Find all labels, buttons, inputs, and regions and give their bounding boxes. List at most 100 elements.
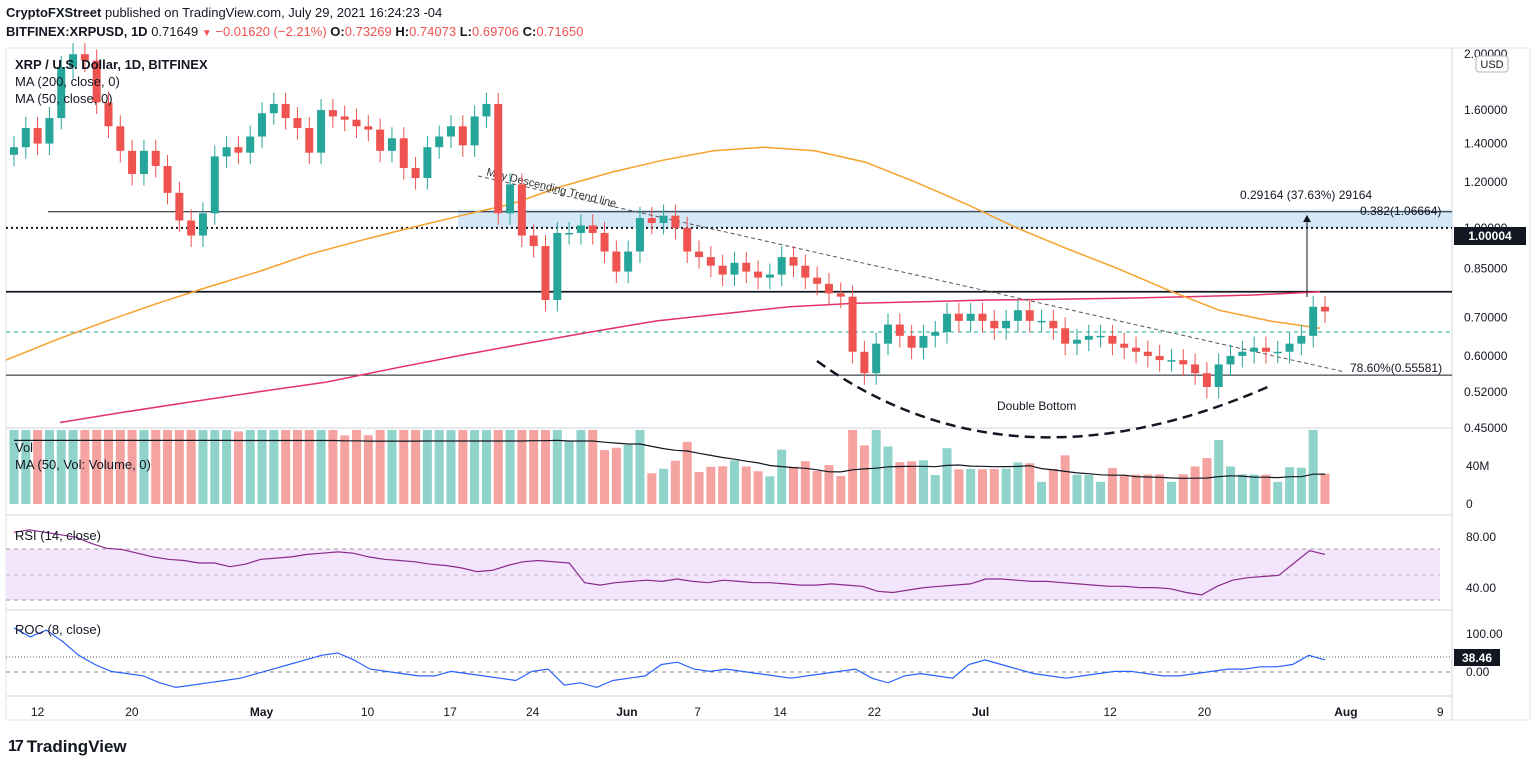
time-tick: 20 xyxy=(125,705,139,719)
level-lines xyxy=(6,211,1452,376)
volume-bar xyxy=(1261,474,1271,504)
candle-body xyxy=(210,156,219,214)
volume-bar xyxy=(552,430,562,504)
ohlc-line: BITFINEX:XRPUSD, 1D 0.71649 ▼ −0.01620 (… xyxy=(6,24,583,39)
candle-body xyxy=(1191,364,1200,374)
candle-body xyxy=(919,335,928,348)
volume-bar xyxy=(33,430,43,504)
volume-bar xyxy=(21,430,31,504)
candle-body xyxy=(187,220,196,236)
volume-bar xyxy=(210,430,220,504)
volume-bar xyxy=(836,476,846,504)
time-tick: Jul xyxy=(972,705,989,719)
last-price: 0.71649 xyxy=(151,24,199,39)
tradingview-logo-icon: 17 xyxy=(8,738,24,755)
volume-bar xyxy=(859,445,869,504)
ma50-legend[interactable]: MA (50, close, 0) xyxy=(15,91,113,106)
candle-body xyxy=(1096,335,1105,338)
candle-body xyxy=(824,283,833,294)
candle-body xyxy=(1273,351,1282,354)
volume-bar xyxy=(588,430,598,504)
volume-bar xyxy=(446,430,456,504)
candle-body xyxy=(588,225,597,233)
volume-bar xyxy=(883,446,893,504)
candle-body xyxy=(990,320,999,329)
measure-label: 0.29164 (37.63%) 29164 xyxy=(1240,188,1372,202)
candle-body xyxy=(978,313,987,321)
volume-bar xyxy=(1296,467,1306,504)
volume-bar xyxy=(907,461,917,504)
volume-bar xyxy=(1249,474,1259,504)
candle-body xyxy=(1179,360,1188,365)
publisher[interactable]: CryptoFXStreet xyxy=(6,5,102,20)
trendline-label: May Descending Trend line xyxy=(485,166,617,210)
roc-legend[interactable]: ROC (8, close) xyxy=(15,622,101,637)
candle-body xyxy=(317,110,326,153)
candle-body xyxy=(1321,306,1329,312)
candle-body xyxy=(1250,347,1259,352)
volume-bar xyxy=(198,430,208,504)
candle-body xyxy=(777,257,786,275)
volume-bar xyxy=(1143,474,1153,504)
volume-bar xyxy=(694,472,704,504)
candle-body xyxy=(541,246,550,300)
candle-body xyxy=(718,265,727,275)
candle-body xyxy=(1167,360,1176,362)
high-label: H: xyxy=(395,24,410,39)
low-label: L: xyxy=(459,24,472,39)
vol-ma-legend[interactable]: MA (50, Vol: Volume, 0) xyxy=(15,457,151,472)
volume-ma-line xyxy=(14,439,1326,479)
vol-legend: Vol MA (50, Vol: Volume, 0) xyxy=(15,440,151,472)
price-tick: 1.60000 xyxy=(1464,103,1508,117)
volume-bar xyxy=(659,468,669,504)
time-tick: 12 xyxy=(31,705,45,719)
candle-body xyxy=(872,343,881,374)
candle-body xyxy=(553,232,562,300)
volume-bar xyxy=(800,461,810,504)
volume-bar xyxy=(1308,430,1318,504)
candle-body xyxy=(671,215,680,228)
candle-body xyxy=(1261,347,1270,352)
volume-bar xyxy=(269,430,279,504)
time-tick: 14 xyxy=(773,705,787,719)
candle-body xyxy=(683,227,692,252)
open-label: O: xyxy=(330,24,345,39)
vol-title[interactable]: Vol xyxy=(15,440,34,455)
volume-bar xyxy=(1084,474,1094,504)
volume-bar xyxy=(1155,474,1165,504)
volume-bar xyxy=(576,430,586,504)
candle-body xyxy=(1143,351,1152,356)
candle-body xyxy=(754,271,763,278)
currency-label: USD xyxy=(1480,59,1503,71)
volume-bar xyxy=(789,466,799,504)
candle-body xyxy=(21,127,30,148)
candle-body xyxy=(730,262,739,275)
candle-body xyxy=(104,102,113,127)
volume-bar xyxy=(281,430,291,504)
rsi-tick-40: 40.00 xyxy=(1466,581,1496,595)
volume-bar xyxy=(1190,466,1200,504)
candle-body xyxy=(435,136,444,148)
ma200-line xyxy=(59,291,1321,424)
volume-bar xyxy=(233,431,243,504)
candle-body xyxy=(943,313,952,333)
volume-bar xyxy=(375,430,385,504)
rsi-legend[interactable]: RSI (14, close) xyxy=(15,528,101,543)
candle-body xyxy=(742,262,751,272)
time-tick: May xyxy=(250,705,274,719)
time-tick: 17 xyxy=(443,705,457,719)
volume-bar xyxy=(529,430,539,504)
vol-tick-40m: 40M xyxy=(1466,459,1489,473)
volume-bar xyxy=(540,430,550,504)
candle-body xyxy=(506,184,515,214)
time-tick: Aug xyxy=(1334,705,1357,719)
volume-bar xyxy=(848,430,858,504)
ma200-legend[interactable]: MA (200, close, 0) xyxy=(15,74,120,89)
volume-bar xyxy=(718,466,728,504)
tradingview-logo[interactable]: 17 TradingView xyxy=(8,737,127,757)
volume-bar xyxy=(481,430,491,504)
price-badge-value: 1.00004 xyxy=(1468,229,1512,243)
time-tick: 20 xyxy=(1198,705,1212,719)
volume-bar xyxy=(930,474,940,504)
